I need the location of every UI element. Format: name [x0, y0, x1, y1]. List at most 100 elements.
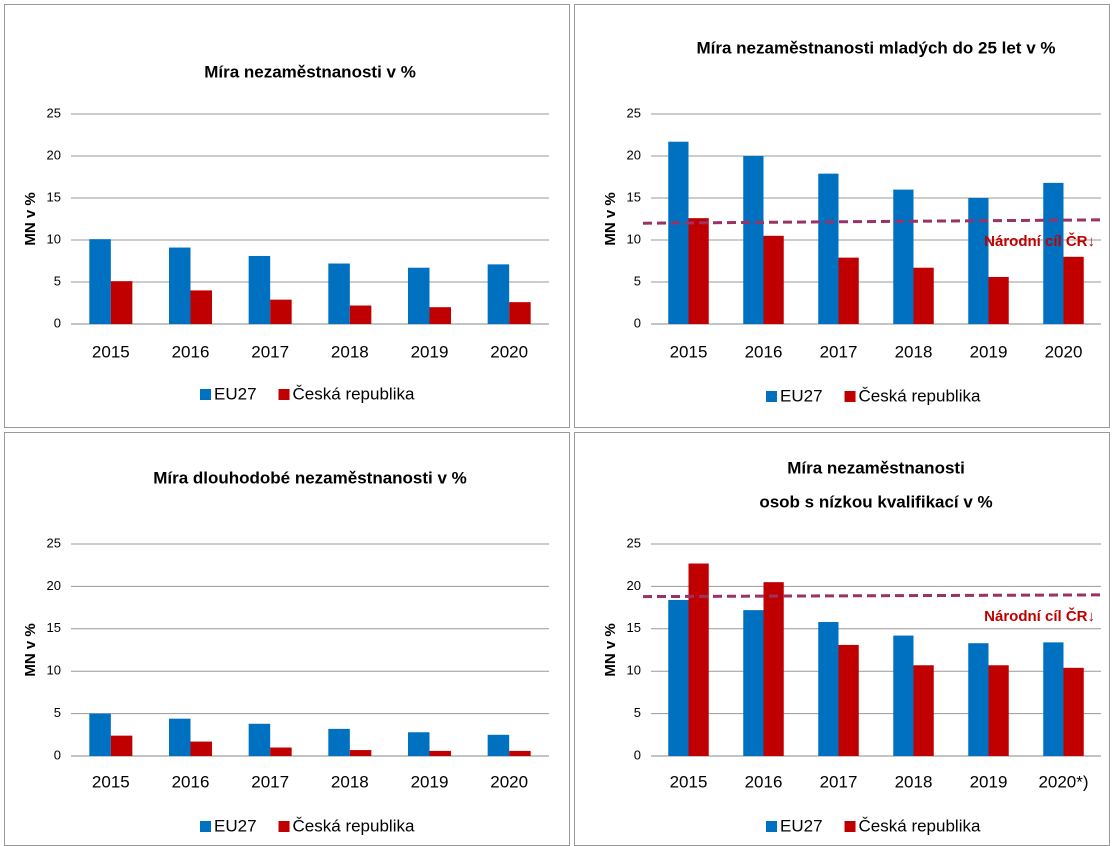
y-tick-label: 15 [47, 620, 61, 635]
x-tick-label: 2016 [172, 342, 210, 361]
bar [349, 750, 372, 756]
x-tick-label: 2016 [172, 772, 210, 791]
bar [838, 644, 859, 756]
chart-panel: Míra nezaměstnanosti v % 0 5 10 15 20 25 MN v %… [4, 4, 570, 428]
bar [270, 747, 292, 756]
y-tick-label: 5 [634, 273, 641, 288]
x-tick-label: 2019 [970, 772, 1008, 791]
x-tick-label: 2015 [670, 342, 708, 361]
bar [988, 665, 1009, 756]
y-tick-label: 25 [47, 535, 61, 550]
bar [270, 299, 292, 324]
bar [89, 713, 111, 756]
bar [988, 276, 1009, 324]
bar [668, 141, 689, 324]
chart-title: Míra nezaměstnanosti v % [204, 62, 416, 81]
y-axis-label: MN v % [22, 623, 39, 676]
bar [893, 189, 914, 324]
bar [893, 635, 914, 756]
bar [407, 732, 430, 756]
y-axis-label: MN v % [602, 192, 619, 245]
x-tick-label: 2018 [895, 342, 933, 361]
x-tick-label: 2020 [1045, 342, 1083, 361]
legend-label: Česká republika [859, 816, 981, 835]
bar [968, 198, 989, 324]
x-tick-label: 2018 [331, 772, 369, 791]
x-tick-label: 2017 [251, 772, 289, 791]
y-tick-label: 20 [47, 578, 61, 593]
x-tick-label: 2015 [92, 342, 130, 361]
x-tick-label: 2018 [895, 772, 933, 791]
y-tick-label: 0 [54, 747, 61, 762]
bar [1063, 256, 1084, 324]
legend-label: EU27 [780, 816, 823, 835]
target-line [642, 218, 1104, 225]
chart-panel: Míra nezaměstnanosti mladých do 25 let v… [574, 4, 1110, 428]
bar [487, 264, 510, 324]
bar [190, 290, 213, 324]
bar [668, 599, 689, 756]
y-tick-label: 10 [47, 663, 61, 678]
bar [743, 610, 764, 756]
bar [763, 235, 784, 324]
legend-label: EU27 [214, 816, 257, 835]
bar [968, 643, 989, 756]
x-tick-label: 2015 [670, 772, 708, 791]
y-tick-label: 5 [54, 705, 61, 720]
y-tick-label: 5 [54, 273, 61, 288]
x-tick-label: 2019 [411, 342, 449, 361]
chart-title: Míra nezaměstnanosti [787, 458, 965, 477]
x-tick-label: 2018 [331, 342, 369, 361]
chart-title: Míra nezaměstnanosti mladých do 25 let v… [696, 38, 1055, 57]
x-tick-label: 2017 [820, 342, 858, 361]
bar [688, 218, 709, 324]
bar [818, 622, 839, 756]
y-tick-label: 25 [627, 535, 641, 550]
x-tick-label: 2020 [490, 772, 528, 791]
bar [743, 156, 764, 324]
x-tick-label: 2019 [970, 342, 1008, 361]
legend-swatch [200, 389, 211, 400]
bar [1043, 182, 1064, 324]
bar [688, 563, 709, 756]
bar [509, 750, 531, 756]
legend-swatch [200, 821, 211, 832]
bar [248, 723, 271, 756]
bar [838, 257, 859, 324]
x-tick-label: 2016 [745, 772, 783, 791]
x-tick-label: 2020 [490, 342, 528, 361]
x-tick-label: 2016 [745, 342, 783, 361]
bar [349, 305, 372, 324]
legend-swatch [766, 821, 777, 832]
legend-label: EU27 [214, 384, 257, 403]
y-tick-label: 20 [47, 147, 61, 162]
bar [1063, 667, 1084, 756]
bar [1043, 642, 1064, 756]
y-tick-label: 15 [627, 620, 641, 635]
legend-swatch [844, 391, 856, 402]
target-label: Národní cíl ČR↓ [984, 232, 1095, 250]
y-tick-label: 10 [627, 231, 641, 246]
legend-swatch [278, 821, 290, 832]
bar [509, 302, 531, 324]
y-tick-label: 15 [627, 189, 641, 204]
bar [110, 281, 133, 324]
y-axis-label: MN v % [602, 623, 619, 676]
x-tick-label: 2017 [820, 772, 858, 791]
target-line [642, 593, 1104, 599]
bar [168, 247, 191, 324]
chart-title: Míra dlouhodobé nezaměstnanosti v % [153, 468, 467, 487]
bar [818, 173, 839, 324]
y-axis-label: MN v % [22, 192, 39, 245]
bar [328, 728, 350, 756]
legend-swatch [844, 821, 856, 832]
x-tick-label: 2019 [411, 772, 449, 791]
legend-swatch [278, 389, 290, 400]
bar [913, 665, 934, 756]
x-tick-label: 2017 [251, 342, 289, 361]
bar [89, 239, 111, 324]
y-tick-label: 10 [627, 663, 641, 678]
legend-label: Česká republika [293, 816, 415, 835]
y-tick-label: 0 [634, 315, 641, 330]
